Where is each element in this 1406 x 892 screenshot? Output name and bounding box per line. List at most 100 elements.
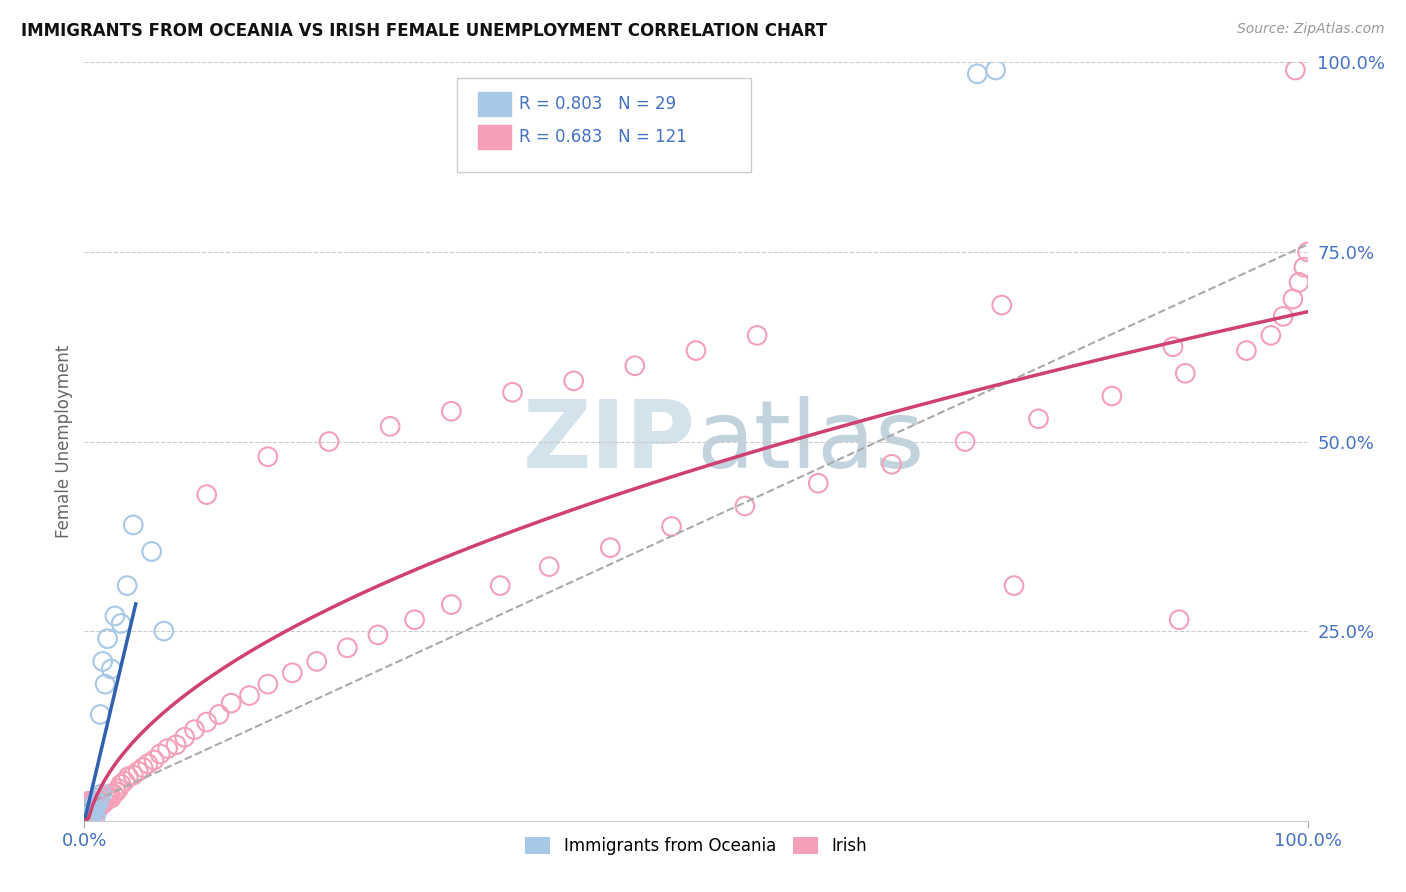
Text: R = 0.803   N = 29: R = 0.803 N = 29: [519, 95, 676, 113]
Point: [79, 810, 101, 824]
Point: [100, 791, 122, 805]
Point: [77, 800, 100, 814]
Point: [103, 787, 125, 801]
Point: [1296, 244, 1319, 259]
Point: [966, 67, 988, 81]
Point: [880, 458, 903, 472]
Point: [77, 795, 100, 809]
Point: [1236, 343, 1258, 358]
Point: [79, 805, 101, 819]
Point: [1168, 613, 1191, 627]
Point: [734, 499, 756, 513]
Point: [83, 802, 105, 816]
Point: [183, 723, 205, 737]
Point: [122, 517, 145, 532]
Point: [75, 798, 97, 813]
Point: [77, 806, 100, 821]
Point: [75, 802, 97, 816]
Point: [91, 655, 114, 669]
Point: [86, 800, 108, 814]
Point: [89, 798, 111, 813]
Point: [97, 792, 120, 806]
Point: [165, 738, 187, 752]
Point: [104, 608, 127, 623]
Point: [93, 792, 115, 806]
Point: [75, 810, 97, 824]
Point: [75, 810, 97, 824]
Point: [77, 807, 100, 822]
Point: [984, 62, 1007, 77]
Point: [105, 785, 128, 799]
Point: [76, 795, 98, 809]
Point: [110, 616, 132, 631]
Point: [75, 807, 97, 822]
Point: [336, 640, 359, 655]
Point: [562, 374, 585, 388]
Point: [77, 805, 100, 819]
Point: [991, 298, 1014, 312]
Point: [76, 810, 98, 824]
Point: [75, 810, 97, 824]
Point: [94, 795, 117, 809]
Point: [79, 809, 101, 823]
Point: [91, 797, 114, 811]
Point: [79, 798, 101, 813]
Point: [107, 781, 129, 796]
Point: [86, 795, 108, 809]
Point: [195, 715, 218, 730]
Point: [82, 795, 104, 809]
Point: [83, 806, 105, 821]
Point: [1260, 328, 1282, 343]
Point: [257, 450, 280, 464]
Point: [80, 795, 103, 809]
Point: [380, 419, 402, 434]
Point: [77, 802, 100, 816]
Legend: Immigrants from Oceania, Irish: Immigrants from Oceania, Irish: [519, 830, 873, 862]
Point: [87, 791, 110, 805]
Point: [79, 807, 101, 822]
Point: [115, 579, 138, 593]
Point: [440, 598, 463, 612]
Point: [94, 677, 117, 691]
Point: [1101, 389, 1123, 403]
Point: [79, 802, 101, 816]
Point: [82, 800, 104, 814]
Point: [100, 662, 122, 676]
Point: [82, 806, 104, 821]
Point: [80, 800, 103, 814]
Point: [87, 797, 110, 811]
Point: [98, 787, 121, 801]
Point: [82, 798, 104, 813]
Point: [1272, 310, 1295, 324]
Point: [156, 741, 179, 756]
Point: [238, 689, 260, 703]
Point: [257, 677, 280, 691]
Point: [76, 810, 98, 824]
Point: [127, 764, 149, 779]
Point: [1284, 62, 1306, 77]
Point: [84, 798, 107, 813]
Point: [75, 802, 97, 816]
Point: [953, 434, 976, 449]
Point: [143, 753, 166, 767]
FancyBboxPatch shape: [478, 92, 512, 116]
Point: [80, 807, 103, 822]
Point: [80, 805, 103, 819]
Point: [117, 770, 139, 784]
Point: [305, 655, 328, 669]
Point: [76, 802, 98, 816]
Point: [77, 798, 100, 813]
Point: [624, 359, 647, 373]
Point: [1002, 579, 1025, 593]
Point: [1288, 275, 1310, 289]
Point: [83, 797, 105, 811]
Point: [219, 696, 242, 710]
Point: [132, 760, 155, 774]
Point: [75, 810, 97, 824]
Point: [502, 385, 524, 400]
Point: [173, 730, 195, 744]
Point: [208, 707, 231, 722]
Point: [114, 774, 136, 789]
Point: [77, 806, 100, 821]
Point: [97, 789, 120, 804]
